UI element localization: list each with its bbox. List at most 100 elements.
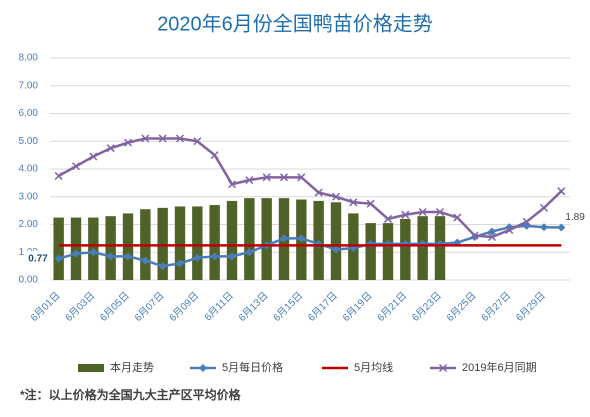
x-tick-label: 6月23日	[410, 290, 444, 324]
bar	[174, 206, 186, 280]
point-marker	[124, 252, 132, 261]
point-marker	[199, 364, 207, 372]
bar	[382, 223, 394, 280]
point-marker	[280, 234, 288, 243]
point-marker	[470, 231, 479, 240]
point-marker	[106, 252, 115, 261]
point-marker	[488, 227, 496, 236]
x-tick-label: 6月19日	[340, 290, 374, 324]
point-marker	[540, 223, 548, 232]
x-tick-label: 6月25日	[444, 290, 478, 324]
bar	[105, 216, 116, 280]
bar	[244, 198, 255, 280]
x-tick-label: 6月21日	[375, 290, 409, 324]
bar	[226, 200, 238, 280]
point-marker	[158, 262, 167, 271]
point-marker	[557, 187, 566, 196]
point-marker	[332, 245, 340, 254]
point-marker	[383, 214, 393, 223]
point-marker	[438, 363, 448, 373]
point-marker	[418, 207, 427, 217]
legend-label: 2019年6月同期	[462, 360, 537, 374]
x-tick-label: 6月03日	[63, 290, 97, 324]
point-marker	[54, 171, 63, 180]
x-tick-label: 6月15日	[271, 290, 305, 324]
point-marker	[71, 162, 81, 171]
point-marker	[262, 173, 271, 182]
point-marker	[245, 248, 254, 257]
point-marker	[89, 152, 98, 161]
y-tick-label: 6.00	[19, 108, 39, 119]
bar	[261, 198, 272, 280]
point-marker	[175, 134, 185, 143]
x-tick-label: 6月05日	[98, 290, 132, 324]
x-tick-label: 6月17日	[306, 290, 340, 324]
point-marker	[176, 259, 184, 268]
point-marker	[141, 134, 150, 143]
legend-label: 本月走势	[110, 360, 154, 374]
y-tick-label: 4.00	[19, 164, 39, 175]
point-marker	[193, 137, 202, 146]
point-marker	[227, 180, 237, 189]
label-box	[24, 250, 52, 267]
bar	[192, 206, 203, 280]
footnote: *注：以上价格为全国九大主产区平均价格	[20, 387, 242, 402]
point-marker	[210, 252, 219, 261]
point-marker	[297, 173, 306, 182]
bar	[70, 217, 82, 280]
data-label: 1.89	[565, 212, 585, 223]
bar	[157, 207, 168, 280]
legend-label: 5月每日价格	[222, 360, 283, 374]
point-marker	[141, 256, 150, 265]
point-marker	[297, 234, 306, 243]
point-marker	[106, 144, 115, 153]
point-marker	[435, 207, 445, 217]
point-marker	[89, 248, 98, 257]
point-marker	[228, 252, 236, 261]
point-marker	[54, 254, 63, 263]
bar	[330, 202, 342, 280]
data-label: 0.77	[28, 253, 48, 264]
point-marker	[487, 232, 497, 242]
y-tick-label: 2.00	[19, 219, 39, 230]
x-tick-label: 6月11日	[202, 290, 236, 324]
x-tick-label: 6月09日	[167, 290, 201, 324]
point-marker	[505, 226, 514, 235]
point-marker	[539, 203, 549, 212]
x-tick-label: 6月01日	[28, 290, 62, 324]
point-marker	[366, 199, 375, 208]
bar	[434, 216, 446, 280]
point-marker	[401, 210, 410, 219]
x-tick-label: 6月29日	[514, 290, 548, 324]
line	[58, 137, 563, 239]
point-marker	[123, 138, 133, 147]
x-tick-label: 6月13日	[236, 290, 270, 324]
point-marker	[349, 198, 358, 207]
point-marker	[453, 213, 462, 222]
y-tick-label: 0.00	[19, 275, 39, 286]
legend-swatch	[78, 364, 104, 372]
bar	[209, 205, 220, 280]
y-tick-label: 8.00	[19, 53, 39, 64]
bar	[365, 223, 376, 280]
legend-label: 5月均线	[354, 360, 393, 374]
point-marker	[279, 173, 289, 182]
point-marker	[314, 188, 323, 197]
bar	[122, 213, 134, 280]
point-marker	[331, 192, 341, 201]
point-marker	[72, 249, 80, 258]
bar	[417, 216, 428, 280]
point-marker	[557, 223, 566, 232]
point-marker	[158, 134, 167, 143]
x-tick-label: 6月07日	[132, 290, 166, 324]
point-marker	[193, 253, 202, 262]
y-tick-label: 5.00	[19, 136, 39, 147]
point-marker	[245, 176, 254, 185]
point-marker	[210, 151, 219, 160]
chart-title: 2020年6月份全国鸭苗价格走势	[157, 12, 433, 35]
y-tick-label: 7.00	[19, 80, 39, 91]
bar	[53, 217, 64, 280]
x-tick-label: 6月27日	[479, 290, 513, 324]
y-tick-label: 3.00	[19, 191, 39, 202]
